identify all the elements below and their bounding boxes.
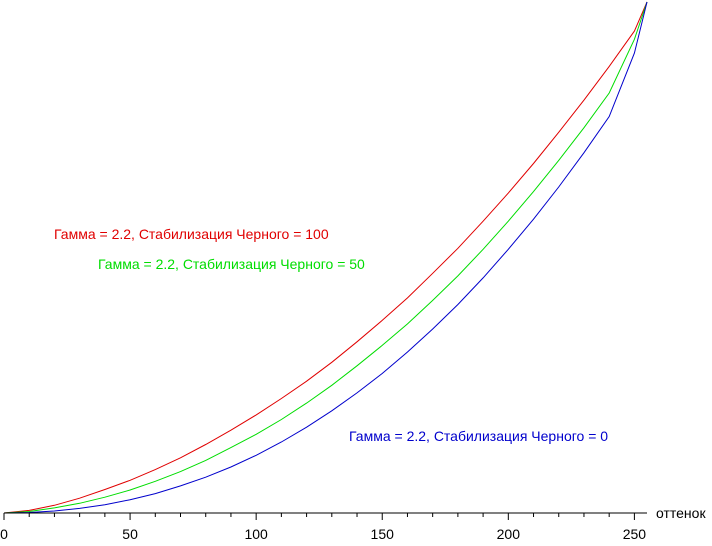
x-tick-label-100: 100 — [244, 526, 268, 541]
x-axis-label: оттенок — [656, 505, 706, 521]
x-tick-label-50: 50 — [122, 526, 138, 541]
x-axis: 0 50 100 150 200 250 оттенок — [0, 505, 706, 542]
series-line-0 — [3, 1, 648, 514]
x-tick-label-0: 0 — [0, 526, 8, 541]
x-tick-label-150: 150 — [371, 526, 395, 541]
annotation-series-100: Гамма = 2.2, Стабилизация Черного = 100 — [54, 226, 329, 242]
x-tick-label-250: 250 — [623, 526, 647, 541]
series-line-2 — [3, 1, 648, 514]
series-layer — [3, 1, 648, 514]
x-tick-label-200: 200 — [497, 526, 521, 541]
annotation-series-0: Гамма = 2.2, Стабилизация Черного = 0 — [349, 428, 608, 444]
x-ticks: 0 50 100 150 200 250 — [0, 513, 647, 542]
annotations: Гамма = 2.2, Стабилизация Черного = 100 … — [54, 226, 608, 444]
series-line-1 — [3, 1, 648, 514]
annotation-series-50: Гамма = 2.2, Стабилизация Черного = 50 — [98, 256, 365, 272]
